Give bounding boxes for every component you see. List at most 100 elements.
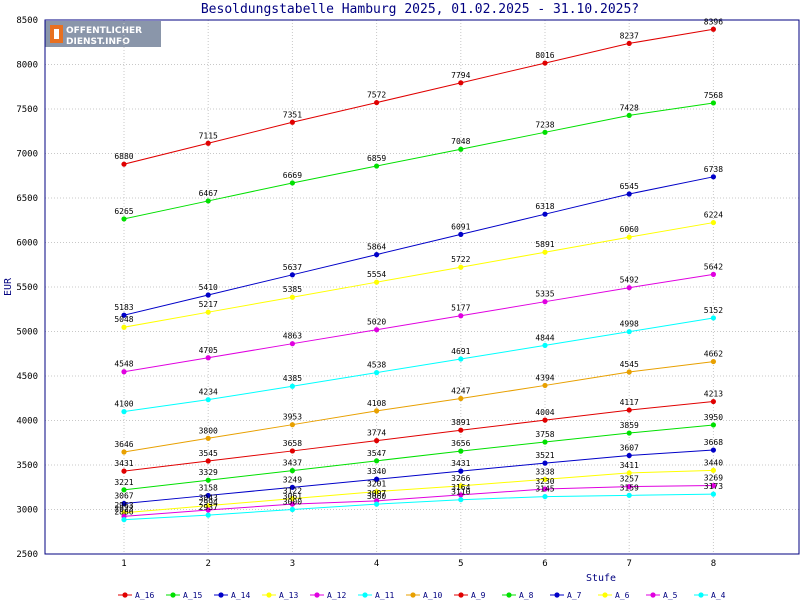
data-label-a-13: 6224	[704, 211, 723, 220]
data-point-a-5	[710, 482, 717, 489]
series-line-a-12	[123, 273, 714, 373]
series-line-a-10	[123, 361, 714, 453]
data-point-a-14	[542, 211, 548, 217]
data-label-a-14: 5410	[199, 283, 218, 292]
data-label-a-10: 4662	[704, 350, 723, 359]
legend-label-a-5: A_5	[663, 591, 678, 600]
data-label-a-15: 6467	[199, 189, 218, 198]
data-label-a-10: 3800	[199, 426, 218, 435]
data-point-a-13	[374, 279, 380, 285]
data-label-a-4: 3159	[620, 483, 639, 492]
data-point-a-15	[542, 129, 548, 135]
data-label-a-6: 3201	[367, 480, 386, 489]
data-label-a-12: 4705	[199, 346, 218, 355]
data-label-a-6: 2963	[114, 501, 133, 510]
x-tick-label: 5	[458, 559, 463, 569]
data-point-a-7	[710, 447, 717, 453]
legend-swatch-point-a-14	[218, 592, 224, 598]
data-point-a-14	[626, 191, 632, 197]
data-label-a-5: 3257	[620, 475, 639, 484]
data-label-a-12: 5492	[620, 276, 639, 285]
data-point-a-8	[710, 422, 717, 428]
data-point-a-12	[121, 369, 127, 375]
data-point-a-10	[458, 395, 464, 402]
data-label-a-9: 4213	[704, 390, 723, 399]
legend-label-a-11: A_11	[375, 591, 394, 600]
x-axis-ticks: 1 2 3 4 5 6 7 8	[121, 559, 716, 569]
data-label-a-5: 3269	[704, 474, 723, 483]
data-label-a-6: 3411	[620, 461, 639, 470]
legend-label-a-12: A_12	[327, 591, 346, 600]
series-line-a-7	[123, 449, 714, 505]
data-point-a-6	[542, 476, 548, 483]
data-label-a-16: 8237	[620, 31, 639, 40]
data-label-a-5: 3097	[367, 489, 386, 498]
data-point-a-6	[458, 483, 464, 489]
data-point-a-4	[205, 512, 211, 518]
data-point-a-4	[542, 493, 548, 500]
data-label-a-11: 5152	[704, 306, 723, 315]
data-label-a-7: 3158	[199, 483, 218, 492]
data-point-a-11	[710, 315, 717, 321]
data-label-a-5: 3061	[283, 492, 302, 501]
data-point-a-13	[289, 294, 295, 300]
legend-swatch-point-a-5	[650, 592, 656, 598]
series-line-a-13	[123, 222, 714, 328]
data-point-a-6	[710, 467, 717, 473]
data-point-a-13	[710, 219, 717, 226]
series-line-a-16	[123, 28, 714, 165]
data-label-a-5: 3164	[451, 483, 470, 492]
data-label-a-4: 3145	[535, 485, 554, 494]
data-label-a-5: 3230	[535, 477, 554, 486]
data-point-a-5	[289, 501, 295, 507]
data-label-a-8: 3859	[620, 421, 639, 430]
data-point-a-16	[289, 119, 295, 125]
data-point-a-11	[121, 409, 127, 415]
data-label-a-15: 6669	[283, 171, 302, 180]
logo-line-2: DIENST.INFO	[66, 37, 130, 47]
legend-label-a-15: A_15	[183, 591, 202, 600]
data-point-a-15	[374, 163, 380, 169]
data-label-a-6: 3338	[535, 467, 554, 476]
data-point-a-8	[121, 487, 127, 493]
data-label-a-8: 3656	[451, 439, 470, 448]
legend-swatch-point-a-8	[506, 592, 512, 598]
data-point-a-8	[205, 477, 211, 483]
data-point-a-12	[374, 327, 380, 333]
data-point-a-12	[710, 271, 717, 277]
data-labels: 6880 7115 7351 7572 7794 8016 8237 8396 6265 6467…	[114, 17, 723, 516]
data-label-a-7: 3249	[283, 475, 302, 484]
data-point-a-8	[626, 430, 632, 436]
data-point-a-14	[458, 231, 464, 238]
x-tick-label: 4	[374, 559, 379, 569]
data-point-a-11	[542, 342, 548, 348]
logo-emblem-inner	[54, 29, 59, 39]
legend-label-a-6: A_6	[615, 591, 630, 600]
data-point-a-7	[626, 452, 632, 459]
series-line-a-9	[123, 401, 714, 472]
data-label-a-8: 3221	[114, 478, 133, 487]
data-label-a-13: 5385	[283, 285, 302, 294]
y-tick-label: 5000	[16, 328, 38, 338]
data-point-a-10	[121, 449, 127, 455]
data-label-a-13: 5554	[367, 270, 386, 279]
legend-swatch-point-a-15	[170, 592, 176, 598]
legend-swatch-point-a-11	[362, 592, 368, 598]
data-label-a-4: 3173	[704, 482, 723, 491]
data-point-a-4	[626, 492, 632, 498]
data-point-a-12	[626, 285, 632, 291]
x-tick-label: 3	[290, 559, 295, 569]
y-tick-label: 6000	[16, 239, 38, 249]
data-label-a-15: 7048	[451, 137, 470, 146]
data-point-a-10	[542, 382, 548, 389]
data-point-a-8	[289, 468, 295, 474]
y-tick-label: 7500	[16, 105, 38, 115]
data-point-a-9	[626, 407, 632, 413]
data-point-a-9	[374, 438, 380, 444]
legend-label-a-13: A_13	[279, 591, 298, 600]
data-label-a-6: 3122	[283, 487, 302, 496]
plot-frame	[44, 19, 800, 555]
data-point-a-16	[205, 140, 211, 146]
data-label-a-12: 5020	[367, 318, 386, 327]
data-label-a-9: 4004	[535, 408, 554, 417]
